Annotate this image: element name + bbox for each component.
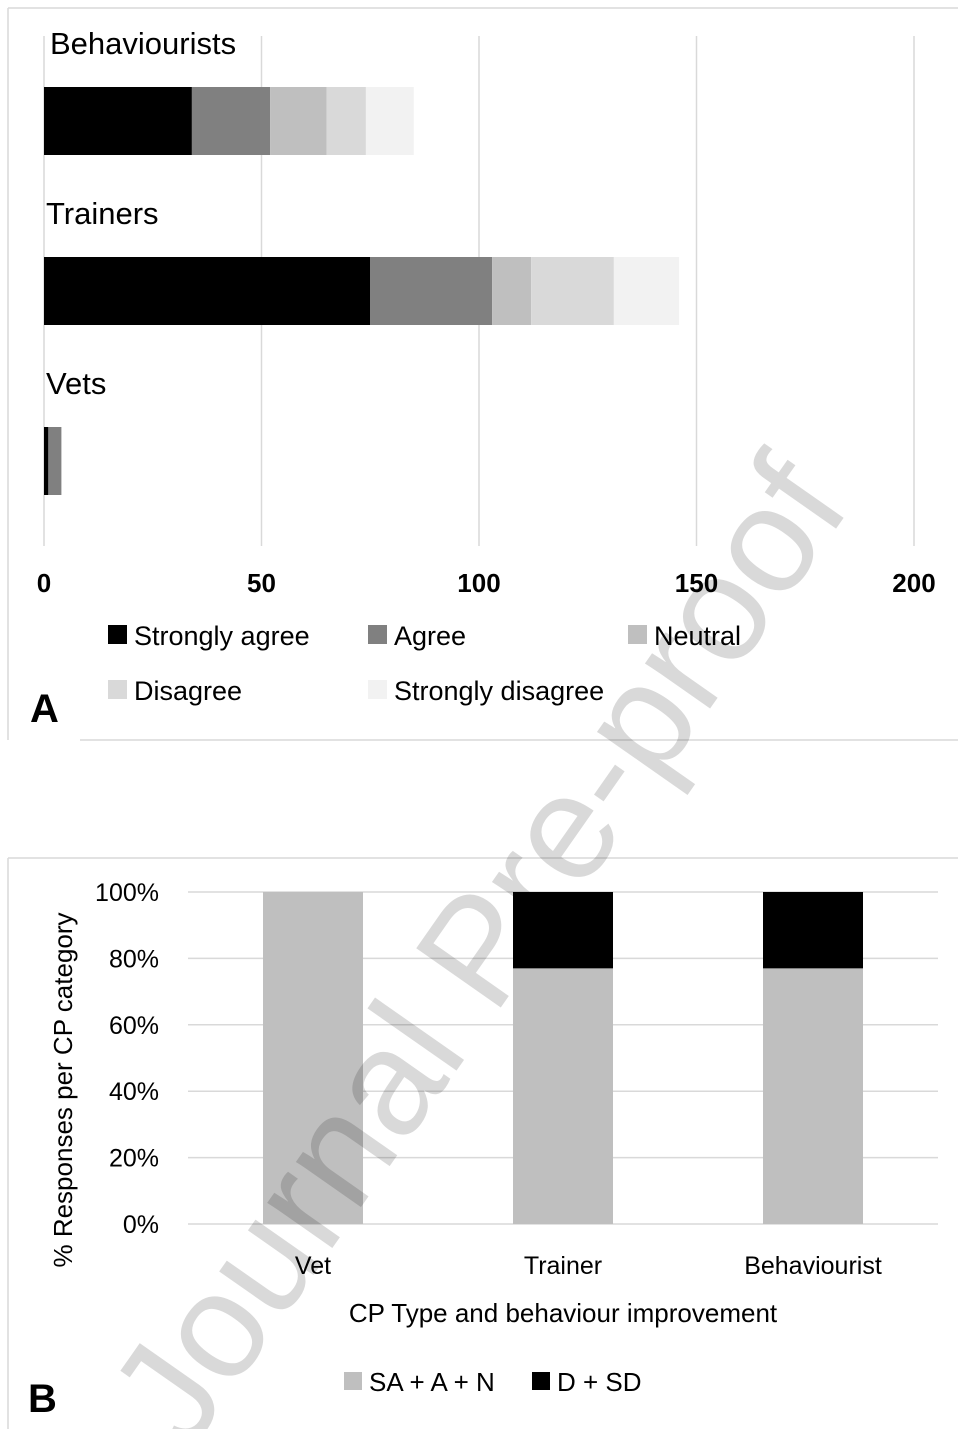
legend-swatch-strongly-agree <box>108 625 127 644</box>
panel-a-label: A <box>30 687 59 731</box>
legend-label-neutral: Neutral <box>654 621 741 651</box>
panel-a-legend: Strongly agree Agree Neutral Disagree Strong… <box>108 621 741 706</box>
bar-behaviourists-strongly-agree <box>44 87 192 155</box>
panel-a-category-label: Trainers <box>46 196 159 231</box>
bar-behaviourist-d-sd <box>763 892 863 969</box>
panel-b-y-tick-label: 100% <box>95 879 159 907</box>
panel-b-y-tick-label: 0% <box>123 1211 159 1239</box>
panel-a-x-tick-label: 200 <box>892 568 935 598</box>
panel-b-x-axis-label: CP Type and behaviour improvement <box>349 1298 778 1328</box>
bar-trainers-agree <box>370 257 493 325</box>
bar-behaviourist-sa-a-n <box>763 968 863 1224</box>
legend-label-strongly-disagree: Strongly disagree <box>394 676 604 706</box>
bar-trainers-strongly-agree <box>44 257 371 325</box>
panel-b-chart: 0% 20% 40% 60% 80% 100% Vet Trainer Behaviouris… <box>7 857 958 1429</box>
panel-a-x-tick-label: 50 <box>247 568 276 598</box>
panel-b-y-tick-label: 40% <box>109 1078 159 1106</box>
bar-trainers-neutral <box>492 257 532 325</box>
legend-swatch-disagree <box>108 680 127 699</box>
legend-label-sa-a-n: SA + A + N <box>369 1367 495 1397</box>
panel-a-category-label: Vets <box>46 366 106 401</box>
panel-b-y-tick-labels: 0% 20% 40% 60% 80% 100% <box>95 879 159 1239</box>
bar-behaviourists-neutral <box>270 87 327 155</box>
panel-a-x-tick-label: 0 <box>37 568 51 598</box>
bar-behaviourists-agree <box>191 87 271 155</box>
legend-swatch-strongly-disagree <box>368 680 387 699</box>
bar-trainers-disagree <box>531 257 614 325</box>
panel-b-legend: SA + A + N D + SD <box>344 1367 642 1397</box>
legend-label-agree: Agree <box>394 621 466 651</box>
bar-vets-agree <box>48 427 62 495</box>
legend-swatch-d-sd <box>532 1372 550 1390</box>
panel-a-chart: Behaviourists Trainers Vets 0 50 100 150 200 S… <box>7 7 958 741</box>
legend-swatch-agree <box>368 625 387 644</box>
panel-b-label: B <box>28 1377 57 1421</box>
panel-b-y-tick-label: 60% <box>109 1012 159 1040</box>
panel-b-x-tick-label: Behaviourist <box>744 1252 882 1280</box>
panel-a-x-tick-label: 150 <box>675 568 718 598</box>
panel-b-x-tick-label: Vet <box>295 1252 331 1280</box>
bar-behaviourists-strongly-disagree <box>365 87 414 155</box>
bar-behaviourists-disagree <box>326 87 366 155</box>
bar-vet-sa-a-n <box>263 892 363 1224</box>
bar-vets-strongly-agree <box>44 427 49 495</box>
panel-b-y-tick-label: 20% <box>109 1145 159 1173</box>
legend-label-d-sd: D + SD <box>557 1367 642 1397</box>
legend-swatch-sa-a-n <box>344 1372 362 1390</box>
panel-b-y-tick-label: 80% <box>109 945 159 973</box>
legend-swatch-neutral <box>628 625 647 644</box>
panel-b-y-axis-label: % Responses per CP category <box>48 912 78 1267</box>
panel-a-category-label: Behaviourists <box>50 26 236 61</box>
panel-b-x-tick-label: Trainer <box>524 1252 602 1280</box>
legend-label-strongly-agree: Strongly agree <box>134 621 310 651</box>
panel-a-x-tick-label: 100 <box>457 568 500 598</box>
panel-b-x-tick-labels: Vet Trainer Behaviourist <box>295 1252 882 1280</box>
bar-trainer-sa-a-n <box>513 968 613 1224</box>
panel-a-bars <box>44 87 680 495</box>
legend-label-disagree: Disagree <box>134 676 242 706</box>
bar-trainers-strongly-disagree <box>613 257 680 325</box>
panel-a-category-labels: Behaviourists Trainers Vets <box>46 26 236 401</box>
panel-a-x-tick-labels: 0 50 100 150 200 <box>37 568 936 598</box>
panel-b-bars <box>263 892 863 1224</box>
bar-trainer-d-sd <box>513 892 613 969</box>
